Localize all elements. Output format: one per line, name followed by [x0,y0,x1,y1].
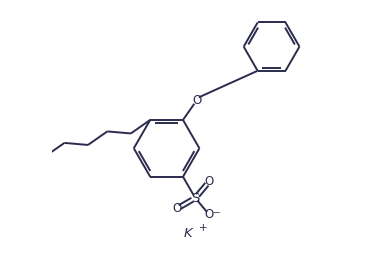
Text: K: K [184,227,193,240]
Text: S: S [191,192,199,204]
Text: O: O [204,208,214,221]
Text: O: O [192,94,201,107]
Text: O: O [204,175,214,188]
Text: −: − [212,207,219,216]
Text: O: O [172,202,182,215]
Text: +: + [199,223,208,233]
